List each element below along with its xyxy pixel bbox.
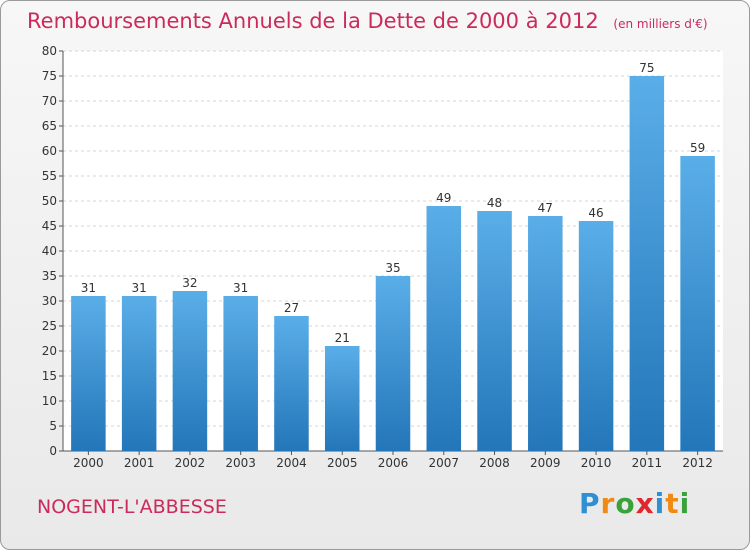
value-label-2000: 31: [81, 281, 96, 295]
value-label-2005: 21: [335, 331, 350, 345]
chart-subtitle: (en milliers d'€): [613, 17, 708, 31]
bar-2002: [172, 291, 208, 451]
proxiti-logo: Proxiti: [579, 487, 690, 520]
y-tick-label: 75: [42, 69, 57, 83]
value-label-2012: 59: [690, 141, 705, 155]
value-label-2010: 46: [588, 206, 603, 220]
value-label-2006: 35: [385, 261, 400, 275]
bar-2011: [629, 76, 665, 451]
logo-letter: x: [635, 487, 655, 520]
y-tick-label: 45: [42, 219, 57, 233]
value-label-2009: 47: [538, 201, 553, 215]
y-tick-label: 50: [42, 194, 57, 208]
x-tick-label-2010: 2010: [581, 456, 612, 470]
y-tick-label: 70: [42, 94, 57, 108]
y-tick-label: 60: [42, 144, 57, 158]
y-tick-label: 25: [42, 319, 57, 333]
y-tick-label: 80: [42, 44, 57, 58]
x-tick-label-2009: 2009: [530, 456, 561, 470]
value-label-2011: 75: [639, 61, 654, 75]
logo-letter: i: [679, 487, 691, 520]
value-label-2002: 32: [182, 276, 197, 290]
logo-letter: t: [665, 487, 680, 520]
bar-2009: [528, 216, 563, 451]
y-tick-label: 40: [42, 244, 57, 258]
y-tick-label: 20: [42, 344, 57, 358]
y-tick-label: 30: [42, 294, 57, 308]
commune-name: NOGENT-L'ABBESSE: [37, 496, 227, 518]
value-label-2007: 49: [436, 191, 451, 205]
axes: 0 5 10 15 20 25 30 35 40 45 50 55 60 65 70 75 80: [42, 44, 723, 458]
y-tick-label: 15: [42, 369, 57, 383]
chart-title-text: Remboursements Annuels de la Dette de 20…: [27, 9, 599, 33]
x-tick-label-2008: 2008: [479, 456, 510, 470]
bars: [71, 76, 715, 451]
labels: 31 2000 31 2001 32 2002 31 2003 27 2004 21 2005 35 20…: [73, 61, 713, 470]
logo-letter: P: [579, 487, 601, 520]
value-label-2004: 27: [284, 301, 299, 315]
bar-2007: [426, 206, 462, 451]
x-tick-label-2011: 2011: [632, 456, 663, 470]
x-tick-label-2004: 2004: [276, 456, 307, 470]
y-tick-label: 35: [42, 269, 57, 283]
x-tick-label-2003: 2003: [225, 456, 256, 470]
x-tick-label-2001: 2001: [124, 456, 155, 470]
bar-2000: [71, 296, 106, 451]
logo-letter: o: [615, 487, 636, 520]
bar-2003: [223, 296, 258, 451]
bar-2008: [477, 211, 512, 451]
y-tick-label: 55: [42, 169, 57, 183]
bar-2006: [375, 276, 411, 451]
y-tick-label: 10: [42, 394, 57, 408]
chart-title: Remboursements Annuels de la Dette de 20…: [27, 9, 708, 33]
y-tick-label: 0: [49, 444, 57, 458]
bar-2004: [274, 316, 309, 451]
bar-2001: [121, 296, 157, 451]
x-tick-label-2007: 2007: [428, 456, 459, 470]
x-tick-label-2006: 2006: [378, 456, 409, 470]
value-label-2001: 31: [132, 281, 147, 295]
y-tick-label: 65: [42, 119, 57, 133]
x-tick-label-2002: 2002: [175, 456, 206, 470]
logo-letter: r: [600, 487, 616, 520]
bar-2010: [578, 221, 614, 451]
bar-2005: [324, 346, 360, 451]
x-tick-label-2000: 2000: [73, 456, 104, 470]
value-label-2008: 48: [487, 196, 502, 210]
value-label-2003: 31: [233, 281, 248, 295]
x-tick-label-2005: 2005: [327, 456, 358, 470]
logo-letter: i: [654, 487, 666, 520]
y-tick-label: 5: [49, 419, 57, 433]
x-tick-label-2012: 2012: [682, 456, 713, 470]
bar-2012: [680, 156, 715, 451]
